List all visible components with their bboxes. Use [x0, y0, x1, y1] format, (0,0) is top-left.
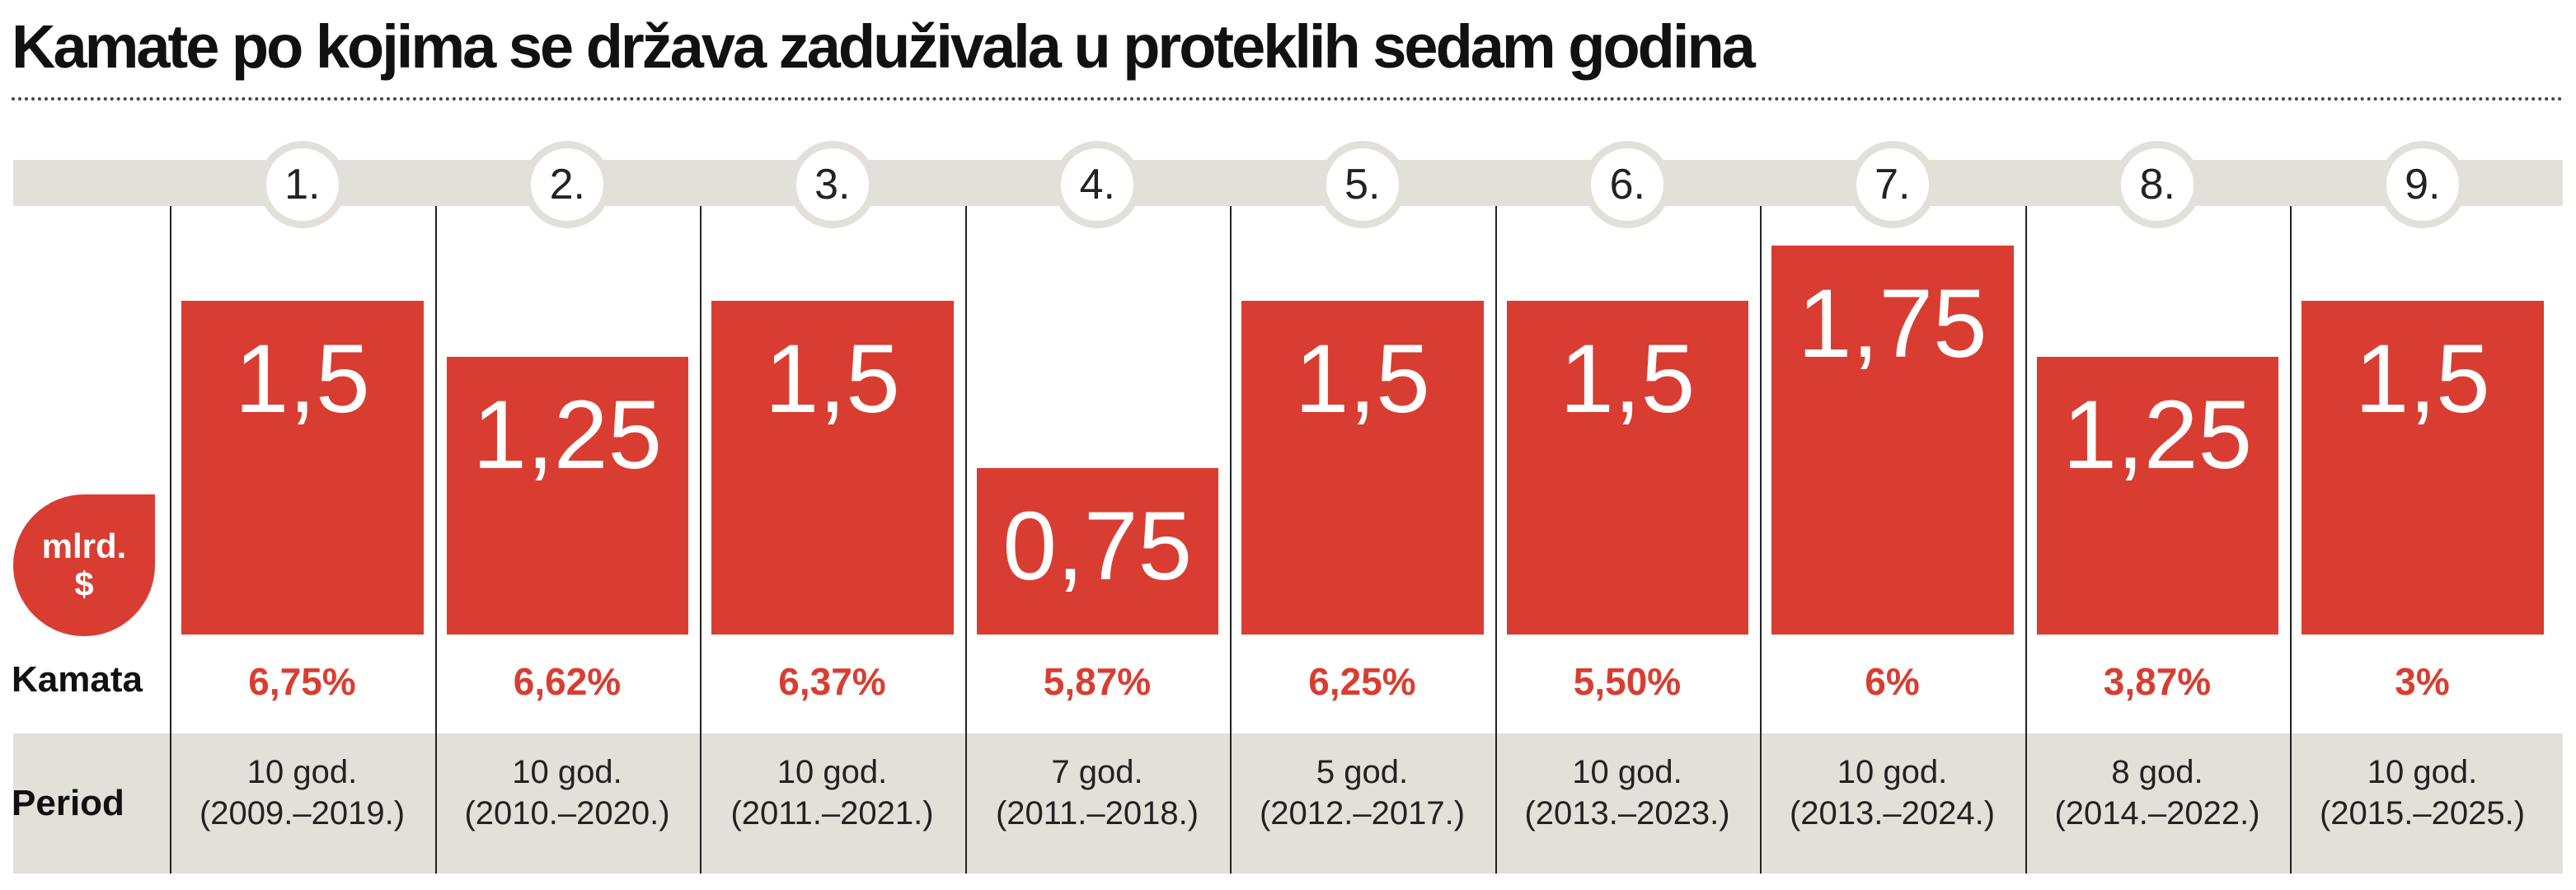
period-cell: 10 god. (2009.–2019.) — [170, 752, 434, 834]
column-divider — [1230, 206, 1232, 874]
period-cell: 10 god. (2013.–2023.) — [1495, 752, 1760, 834]
period-cell: 10 god. (2010.–2020.) — [435, 752, 700, 834]
unit-badge: mlrd. $ — [13, 494, 155, 636]
rate-value: 3,87% — [2103, 660, 2212, 703]
period-range: (2010.–2020.) — [464, 795, 670, 831]
bar: 1,5 — [711, 301, 954, 635]
bar: 1,75 — [1771, 245, 2014, 635]
period-range: (2013.–2024.) — [1789, 795, 1996, 831]
rate-value: 6,75% — [248, 660, 356, 703]
bar: 1,5 — [181, 301, 424, 635]
period-cell: 10 god. (2013.–2024.) — [1760, 752, 2025, 834]
category-number: 5. — [1318, 141, 1406, 228]
period-duration: 10 god. — [777, 754, 888, 790]
period-row-label: Period — [12, 783, 124, 823]
category-number: 4. — [1053, 141, 1142, 228]
period-band — [13, 733, 2563, 874]
rate-value: 6,62% — [513, 660, 622, 703]
period-range: (2011.–2021.) — [730, 795, 934, 831]
column-divider — [170, 206, 171, 874]
column-divider — [1760, 206, 1762, 874]
category-number: 2. — [523, 141, 612, 228]
category-number: 6. — [1584, 141, 1672, 228]
period-cell: 10 god. (2011.–2021.) — [700, 752, 964, 834]
period-duration: 10 god. — [1572, 754, 1682, 790]
period-range: (2009.–2019.) — [199, 795, 406, 831]
category-number: 3. — [788, 141, 876, 228]
period-range: (2011.–2018.) — [995, 795, 1199, 831]
period-cell: 8 god. (2014.–2022.) — [2025, 752, 2290, 834]
rate-value: 6% — [1865, 660, 1920, 703]
bar: 1,25 — [2036, 356, 2278, 635]
column-divider — [2290, 206, 2292, 874]
title-divider — [12, 97, 2564, 101]
column-divider — [964, 206, 967, 874]
rate-value: 6,37% — [778, 660, 886, 703]
rate-row-label: Kamata — [12, 659, 143, 700]
period-duration: 10 god. — [1837, 754, 1948, 790]
period-duration: 5 god. — [1316, 754, 1409, 790]
period-cell: 10 god. (2015.–2025.) — [2290, 752, 2555, 834]
rate-value: 3% — [2395, 660, 2450, 703]
period-range: (2013.–2023.) — [1524, 795, 1730, 831]
category-number: 8. — [2114, 141, 2202, 228]
column-divider — [700, 206, 701, 874]
bar: 1,5 — [2302, 301, 2544, 635]
period-duration: 8 god. — [2111, 754, 2203, 790]
period-cell: 7 god. (2011.–2018.) — [965, 752, 1230, 834]
period-range: (2014.–2022.) — [2054, 795, 2260, 831]
period-range: (2015.–2025.) — [2319, 795, 2526, 831]
bar: 1,5 — [1506, 301, 1748, 635]
period-range: (2012.–2017.) — [1259, 795, 1466, 831]
bar: 0,75 — [976, 467, 1218, 635]
column-divider — [434, 206, 437, 874]
chart-title: Kamate po kojima se država zaduživala u … — [12, 12, 1756, 81]
bar: 1,25 — [446, 356, 688, 635]
column-divider — [1494, 206, 1497, 874]
period-duration: 10 god. — [2367, 754, 2478, 790]
category-number: 1. — [258, 141, 346, 228]
unit-currency: $ — [74, 564, 94, 603]
period-duration: 10 god. — [246, 754, 358, 790]
period-cell: 5 god. (2012.–2017.) — [1230, 752, 1494, 834]
unit-label: mlrd. — [41, 526, 127, 565]
category-number: 9. — [2378, 141, 2466, 228]
column-divider — [2025, 206, 2027, 874]
bar: 1,5 — [1241, 301, 1484, 635]
period-duration: 7 god. — [1051, 754, 1143, 790]
rate-value: 6,25% — [1308, 660, 1416, 703]
category-number: 7. — [1848, 141, 1936, 228]
rate-value: 5,50% — [1573, 660, 1682, 703]
period-duration: 10 god. — [512, 754, 622, 790]
rate-value: 5,87% — [1043, 660, 1152, 703]
